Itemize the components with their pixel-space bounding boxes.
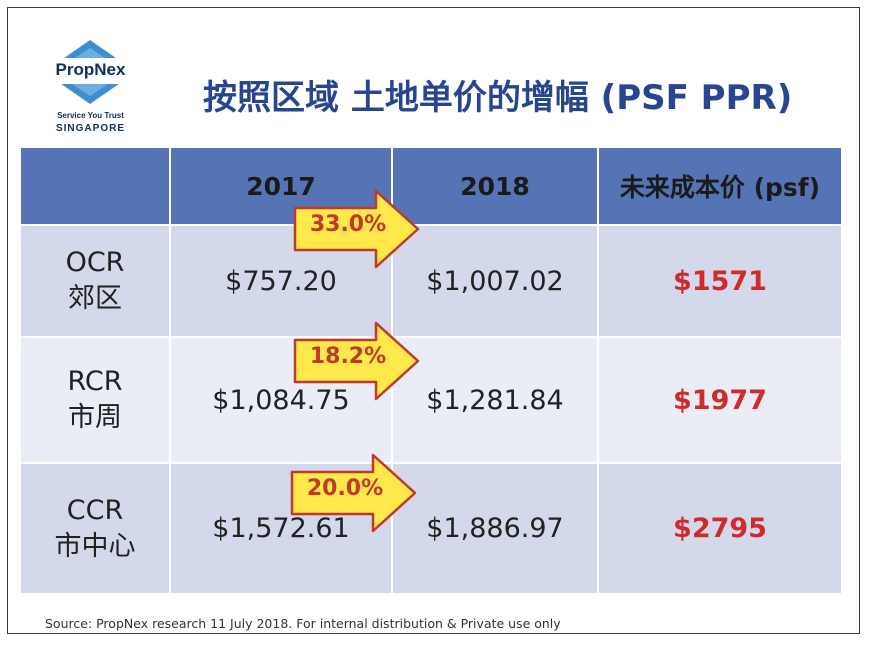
region-chinese: 郊区	[68, 283, 122, 314]
header-future-cost: 未来成本价 (psf)	[599, 148, 841, 226]
region-chinese: 市中心	[54, 530, 136, 562]
region-rcr: RCR 市周	[21, 338, 171, 464]
growth-arrow-rcr: 18.2%	[292, 320, 422, 402]
ocr-future-cost: $1571	[599, 226, 841, 338]
rcr-2018-value: $1,281.84	[393, 338, 599, 464]
ocr-2018-value: $1,007.02	[393, 226, 599, 338]
propnex-logo: PropNex Service You Trust SINGAPORE	[38, 38, 143, 138]
header-empty	[21, 148, 171, 226]
source-note: Source: PropNex research 11 July 2018. F…	[45, 616, 561, 631]
price-table: 2017 2018 未来成本价 (psf) OCR 郊区 $757.20 $1,…	[21, 148, 841, 595]
region-code: CCR	[66, 494, 124, 526]
logo-diamond-icon	[42, 40, 139, 104]
region-code: RCR	[67, 366, 123, 397]
ccr-2018-value: $1,886.97	[393, 464, 599, 595]
growth-percent: 20.0%	[306, 476, 384, 501]
right-arrow-icon	[293, 321, 420, 401]
rcr-future-cost: $1977	[599, 338, 841, 464]
header-2018: 2018	[393, 148, 599, 226]
region-chinese: 市周	[68, 402, 122, 433]
growth-arrow-ocr: 33.0%	[292, 188, 422, 270]
region-ccr: CCR 市中心	[21, 464, 171, 595]
growth-arrow-ccr: 20.0%	[289, 452, 419, 534]
logo-name: PropNex	[55, 60, 126, 79]
slide-title: 按照区域 土地单价的增幅 (PSF PPR)	[203, 78, 793, 118]
logo-tagline: Service You Trust	[57, 111, 124, 120]
growth-percent: 18.2%	[309, 344, 387, 369]
logo-country: SINGAPORE	[55, 123, 125, 134]
right-arrow-icon	[290, 453, 417, 533]
right-arrow-icon	[293, 189, 420, 269]
region-code: OCR	[65, 247, 125, 278]
ccr-future-cost: $2795	[599, 464, 841, 595]
region-ocr: OCR 郊区	[21, 226, 171, 338]
growth-percent: 33.0%	[309, 212, 387, 237]
